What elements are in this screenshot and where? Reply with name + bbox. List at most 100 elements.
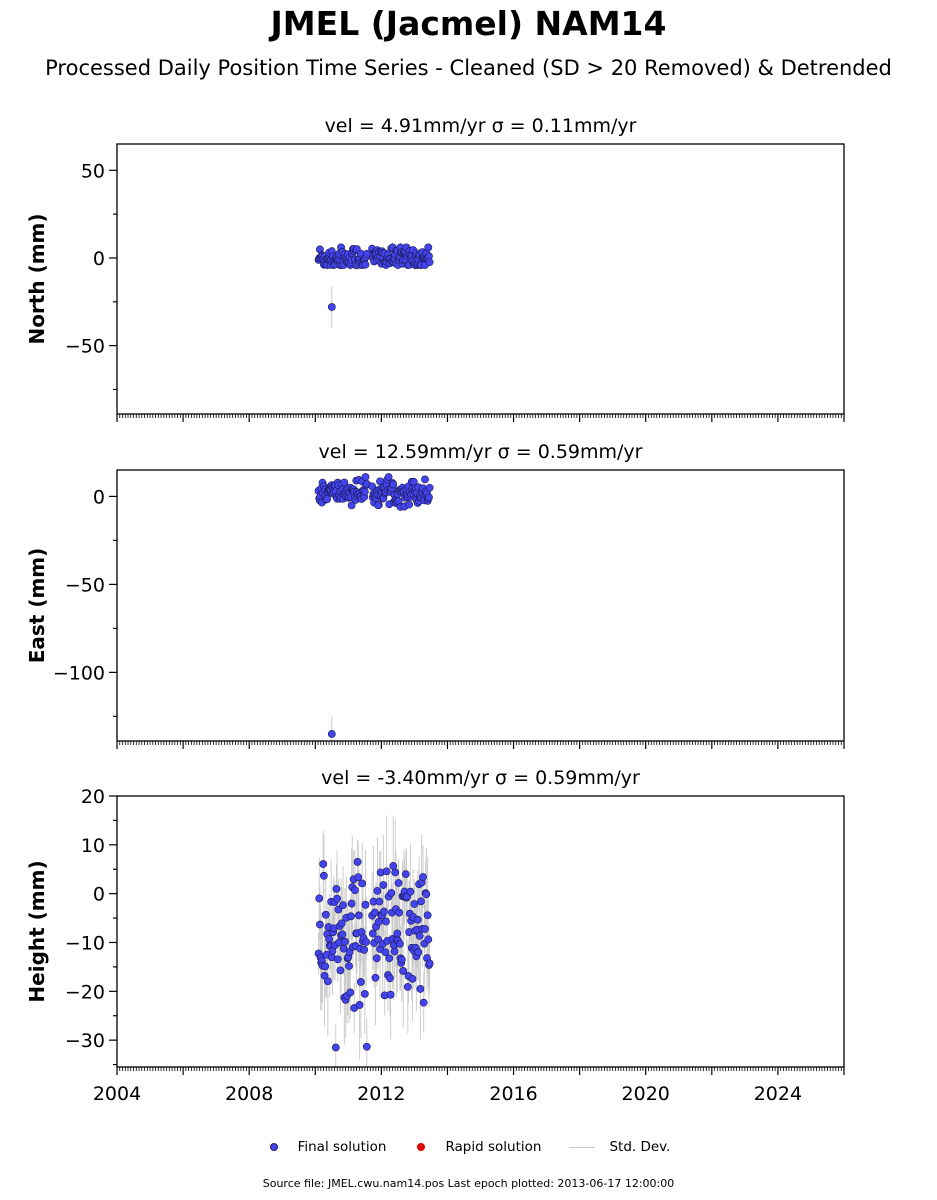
y-axis-label: East (mm) [25,548,49,664]
panel-1: vel = 4.91mm/yr σ = 0.11mm/yr North (mm) 5… [25,115,845,422]
data-point [425,483,434,492]
data-point [371,973,380,982]
data-point [384,473,393,481]
data-point [321,962,330,971]
data-point [319,860,328,868]
data-point [368,929,377,938]
data-point [368,482,377,491]
x-tick-label: 2004 [93,1083,141,1105]
data-point [381,948,390,956]
data-point [417,897,425,906]
data-point [355,1001,364,1009]
data-point [414,948,423,957]
data-points [314,473,434,738]
data-point [327,303,336,311]
rapid-solution-marker [417,1143,426,1151]
data-point [425,959,434,968]
data-point [356,978,365,986]
data-point [405,500,414,509]
figure-subtitle: Processed Daily Position Time Series - C… [45,56,892,80]
y-tick-label: 10 [81,835,105,857]
final-solution-marker [269,1143,278,1151]
data-point [332,885,341,893]
data-point [362,1042,371,1051]
data-point [361,900,370,909]
data-point [382,917,390,926]
data-point [373,886,382,895]
plot-frame [116,469,845,742]
panel-3: vel = -3.40mm/yr σ = 0.59mm/yr Height (mm… [25,767,845,1105]
data-point [341,937,349,946]
x-tick-label: 2016 [489,1083,537,1105]
legend-item-rapid: Rapid solution [414,1139,541,1155]
data-point [421,475,429,484]
data-points [314,858,434,1052]
data-point [416,985,425,993]
data-point [385,954,394,963]
panel-data [314,815,434,1067]
data-point [340,478,349,487]
data-point [389,480,398,489]
data-point [315,920,324,929]
data-point [424,935,433,944]
data-point [395,939,404,948]
y-tick-label: −30 [65,1030,105,1052]
data-point [337,919,346,928]
y-tick-label: 0 [93,248,105,270]
data-point [410,900,419,908]
data-point [361,260,370,269]
panel-title: vel = 12.59mm/yr σ = 0.59mm/yr [319,441,643,463]
data-point [387,889,396,897]
data-point [394,879,403,887]
y-tick-label: −20 [65,981,105,1003]
panel-data [314,473,434,741]
legend: Final solution Rapid solution Std. Dev. [0,1136,937,1158]
data-point [391,868,400,877]
data-point [345,962,353,970]
data-point [397,955,406,964]
data-point [422,890,431,899]
plot-frame [116,795,845,1068]
data-point [375,897,384,906]
data-point [321,910,330,919]
figure-title: JMEL (Jacmel) NAM14 [270,4,667,43]
legend-rapid-label: Rapid solution [445,1139,542,1155]
data-point [323,977,332,986]
data-point [338,930,347,939]
data-point [390,947,399,956]
data-point [323,495,332,503]
data-point [358,879,367,888]
data-point [419,873,427,881]
y-tick-label: −100 [53,662,105,684]
data-point [406,887,415,896]
data-point [403,982,412,991]
y-tick-label: 50 [81,160,105,182]
data-point [374,501,382,510]
y-tick-label: 20 [81,786,105,808]
x-tick-label: 2012 [357,1083,405,1105]
data-point [413,915,422,924]
data-point [353,858,362,866]
data-point [380,907,388,916]
x-tick-label: 2020 [622,1083,670,1105]
data-point [386,974,394,983]
data-point [399,967,408,975]
data-point [333,955,342,964]
legend-item-final: Final solution [267,1139,386,1155]
data-point [354,911,363,920]
legend-item-std: Std. Dev. [569,1139,670,1155]
plot-frame [116,143,845,415]
y-axis-label: Height (mm) [25,860,49,1002]
legend-std-label: Std. Dev. [609,1139,671,1155]
data-point [346,988,355,997]
data-point [347,912,355,921]
panel-title: vel = 4.91mm/yr σ = 0.11mm/yr [325,115,637,137]
data-point [393,929,402,938]
data-point [419,998,428,1007]
std-dev-line-marker [569,1146,596,1148]
x-tick-label: 2008 [225,1083,273,1105]
y-tick-label: −10 [65,932,105,954]
data-point [370,908,379,917]
y-axis-label: North (mm) [25,213,49,344]
